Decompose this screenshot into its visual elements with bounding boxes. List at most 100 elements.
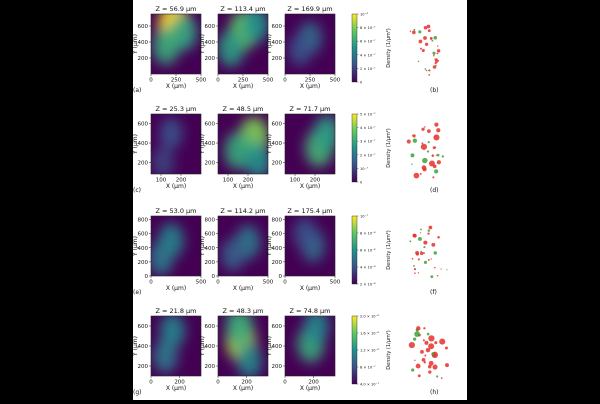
- y-axis-label: Y (µm): [199, 336, 206, 357]
- side-panel-label: (f): [430, 289, 437, 296]
- side-plot-marker: [431, 39, 434, 42]
- side-plot-marker: [421, 142, 424, 145]
- y-axis-label: Y (µm): [266, 236, 273, 257]
- x-tick-label: 200: [174, 380, 185, 386]
- side-plot-marker: [427, 129, 431, 134]
- x-axis-label: X (µm): [166, 183, 186, 190]
- side-plot-marker: [428, 360, 434, 366]
- side-plot-marker: [426, 24, 431, 29]
- side-plot-marker: [423, 36, 427, 40]
- side-plot-marker: [421, 127, 425, 131]
- heatmap-hotspot-2: [245, 142, 268, 174]
- x-tick-label: 250: [238, 78, 249, 84]
- side-plot-marker: [430, 37, 433, 39]
- side-plot-marker: [426, 332, 430, 336]
- subplot-title: Z = 71.7 µm: [289, 105, 330, 113]
- x-tick-label: 0: [149, 78, 153, 84]
- y-tick-label: 600: [272, 232, 283, 238]
- colorbar-tick-label: 10⁻⁷: [360, 167, 368, 171]
- y-tick-label: 600: [205, 232, 216, 238]
- x-axis-label: X (µm): [233, 285, 253, 292]
- side-plot-marker: [424, 340, 429, 345]
- y-axis-label: Y (µm): [133, 336, 139, 357]
- side-plot-marker: [432, 65, 437, 69]
- colorbar-tick-label: 6 × 10⁻⁷: [360, 40, 376, 44]
- side-plot-marker: [417, 374, 421, 378]
- side-plot-marker: [423, 246, 426, 249]
- side-plot-marker: [428, 74, 431, 76]
- x-tick-label: 0: [283, 280, 287, 286]
- subplot-title: Z = 48.3 µm: [222, 307, 263, 315]
- side-plot-marker: [423, 26, 428, 30]
- side-plot-marker: [416, 252, 419, 256]
- y-tick-label: 400: [138, 40, 149, 46]
- side-plot-marker: [411, 257, 414, 260]
- side-plot-marker: [413, 28, 416, 31]
- side-plot-marker: [433, 134, 440, 141]
- side-plot-marker: [413, 172, 420, 179]
- side-plot-2: [409, 225, 448, 279]
- side-plot-marker: [436, 45, 439, 47]
- y-tick-label: 400: [205, 141, 216, 147]
- y-tick-label: 200: [138, 260, 149, 266]
- colorbar-tick-label: 2.0 × 10⁻⁶: [360, 315, 379, 319]
- side-plot-marker: [419, 47, 423, 50]
- heatmap-blobs: [152, 316, 186, 374]
- side-plot-marker: [440, 268, 442, 270]
- side-plot-marker: [423, 126, 426, 128]
- x-tick-label: 200: [241, 380, 252, 386]
- heatmap-blobs: [225, 316, 263, 376]
- y-tick-label: 400: [138, 246, 149, 252]
- y-tick-label: 200: [138, 160, 149, 166]
- x-axis-label: X (µm): [233, 385, 253, 392]
- side-plot-marker: [432, 364, 438, 370]
- subplot-title: Z = 25.3 µm: [155, 105, 196, 113]
- x-tick-label: 200: [176, 178, 187, 184]
- y-axis-label: Y (µm): [133, 134, 139, 155]
- side-plot-marker: [409, 240, 412, 243]
- side-plot-marker: [424, 68, 427, 70]
- colorbar-2: 2 × 10⁻⁸ 4 × 10⁻⁸ 6 × 10⁻⁸ 8 × 10⁻⁸ 10⁻⁷ Dens…: [351, 215, 392, 287]
- heatmap-blobs: [305, 114, 335, 168]
- y-tick-label: 400: [138, 141, 149, 147]
- colorbar-tick-label: 4 × 10⁻⁷: [360, 126, 376, 130]
- x-tick-label: 100: [223, 178, 234, 184]
- heatmap-hotspot-2: [236, 343, 263, 376]
- y-tick-label: 600: [205, 122, 216, 128]
- heatmap-hotspot-1: [293, 217, 317, 250]
- side-plot-marker: [441, 155, 445, 158]
- x-tick-label: 0: [149, 380, 153, 386]
- side-plot-marker: [432, 146, 436, 150]
- colorbar-tick-label: 2 × 10⁻⁷: [360, 153, 376, 157]
- side-plot-marker: [432, 51, 436, 55]
- colorbar-label: Density (1/µm²): [386, 128, 392, 167]
- colorbar-tick-label: 5 × 10⁻⁷: [360, 113, 376, 117]
- x-axis-label: X (µm): [166, 83, 186, 90]
- x-tick-label: 0: [216, 78, 220, 84]
- side-plot-marker: [415, 363, 421, 369]
- side-plot-marker: [430, 275, 434, 279]
- y-tick-label: 600: [205, 324, 216, 330]
- side-plot-marker: [421, 165, 427, 170]
- side-plot-3: [408, 326, 449, 379]
- subplot-title: Z = 169.9 µm: [287, 5, 332, 13]
- subplot-title: Z = 74.8 µm: [289, 307, 330, 315]
- side-plot-marker: [417, 258, 420, 261]
- heatmap-blobs: [218, 14, 268, 67]
- side-plot-marker: [417, 60, 420, 63]
- side-plot-marker: [434, 266, 436, 269]
- side-plot-marker: [411, 163, 413, 165]
- colorbar-label: Density (1/µm²): [386, 28, 392, 67]
- side-plot-marker: [437, 235, 440, 239]
- side-plot-marker: [414, 359, 416, 362]
- y-tick-label: 200: [272, 56, 283, 62]
- colorbar-3: 4.0 × 10⁻⁷ 8 × 10⁻⁷ 1.2 × 10⁻⁶ 1.6 × 10⁻⁶ 2.…: [351, 315, 392, 387]
- y-tick-label: 600: [272, 24, 283, 30]
- side-plot-marker: [424, 354, 427, 357]
- side-plot-marker: [409, 30, 412, 32]
- panel-label: (a): [133, 87, 141, 94]
- y-axis-label: Y (µm): [199, 134, 206, 155]
